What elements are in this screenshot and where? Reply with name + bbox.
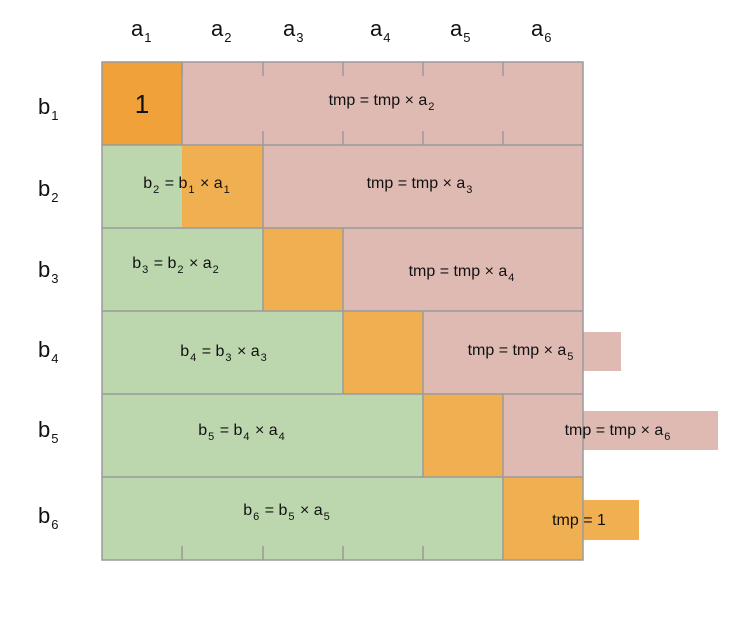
column-header-a5: a5 — [450, 16, 471, 45]
b-label-row-3: b3 = b2 × a2 — [132, 255, 219, 276]
tmp-label-row-4: tmp = tmp × a5 — [467, 342, 574, 363]
tmp-band-row-1 — [182, 62, 583, 145]
tmp-band-row-2 — [263, 145, 583, 228]
b-label-row-4: b4 = b3 × a3 — [180, 343, 267, 364]
diagonal-cell-4 — [343, 311, 423, 394]
diagonal-cell-3 — [263, 228, 343, 311]
column-header-a6: a6 — [531, 16, 552, 45]
tmp-label-row-1: tmp = tmp × a2 — [328, 92, 435, 113]
row-header-b3: b3 — [38, 257, 59, 286]
b-band-row-2 — [102, 145, 182, 228]
initial-value-label: 1 — [134, 89, 150, 119]
row-header-b5: b5 — [38, 417, 59, 446]
b-label-row-5: b5 = b4 × a4 — [198, 422, 285, 443]
column-header-a2: a2 — [211, 16, 232, 45]
b-band-row-6 — [102, 477, 503, 560]
tmp-band-row-3 — [343, 228, 583, 311]
tmp-overflow-row-4 — [583, 332, 621, 371]
row-header-b2: b2 — [38, 176, 59, 205]
diagonal-cell-5 — [423, 394, 503, 477]
tmp-band-row-5 — [503, 394, 583, 477]
column-header-a4: a4 — [370, 16, 391, 45]
b-band-row-3 — [102, 228, 263, 311]
tmp-label-row-2: tmp = tmp × a3 — [366, 175, 473, 196]
tmp-overflow-row-6 — [583, 500, 639, 540]
initial-cell — [102, 62, 182, 145]
row-header-b1: b1 — [38, 94, 59, 123]
tmp-label-row-3: tmp = tmp × a4 — [408, 263, 515, 284]
tmp-label-row-5: tmp = tmp × a6 — [564, 422, 671, 443]
column-header-a3: a3 — [283, 16, 304, 45]
column-header-a1: a1 — [131, 16, 152, 45]
row-header-b4: b4 — [38, 337, 59, 366]
b-label-row-2: b2 = b1 × a1 — [143, 175, 230, 196]
diagonal-cell-6 — [503, 477, 583, 560]
b-band-row-4 — [102, 311, 343, 394]
tmp-band-row-4 — [423, 311, 583, 394]
diagonal-cell-2 — [182, 145, 263, 228]
row-header-b6: b6 — [38, 503, 59, 532]
b-label-row-6: b6 = b5 × a5 — [243, 502, 330, 523]
tmp-final-label: tmp = 1 — [552, 512, 606, 529]
tmp-overflow-row-5 — [583, 411, 718, 450]
b-band-row-5 — [102, 394, 423, 477]
